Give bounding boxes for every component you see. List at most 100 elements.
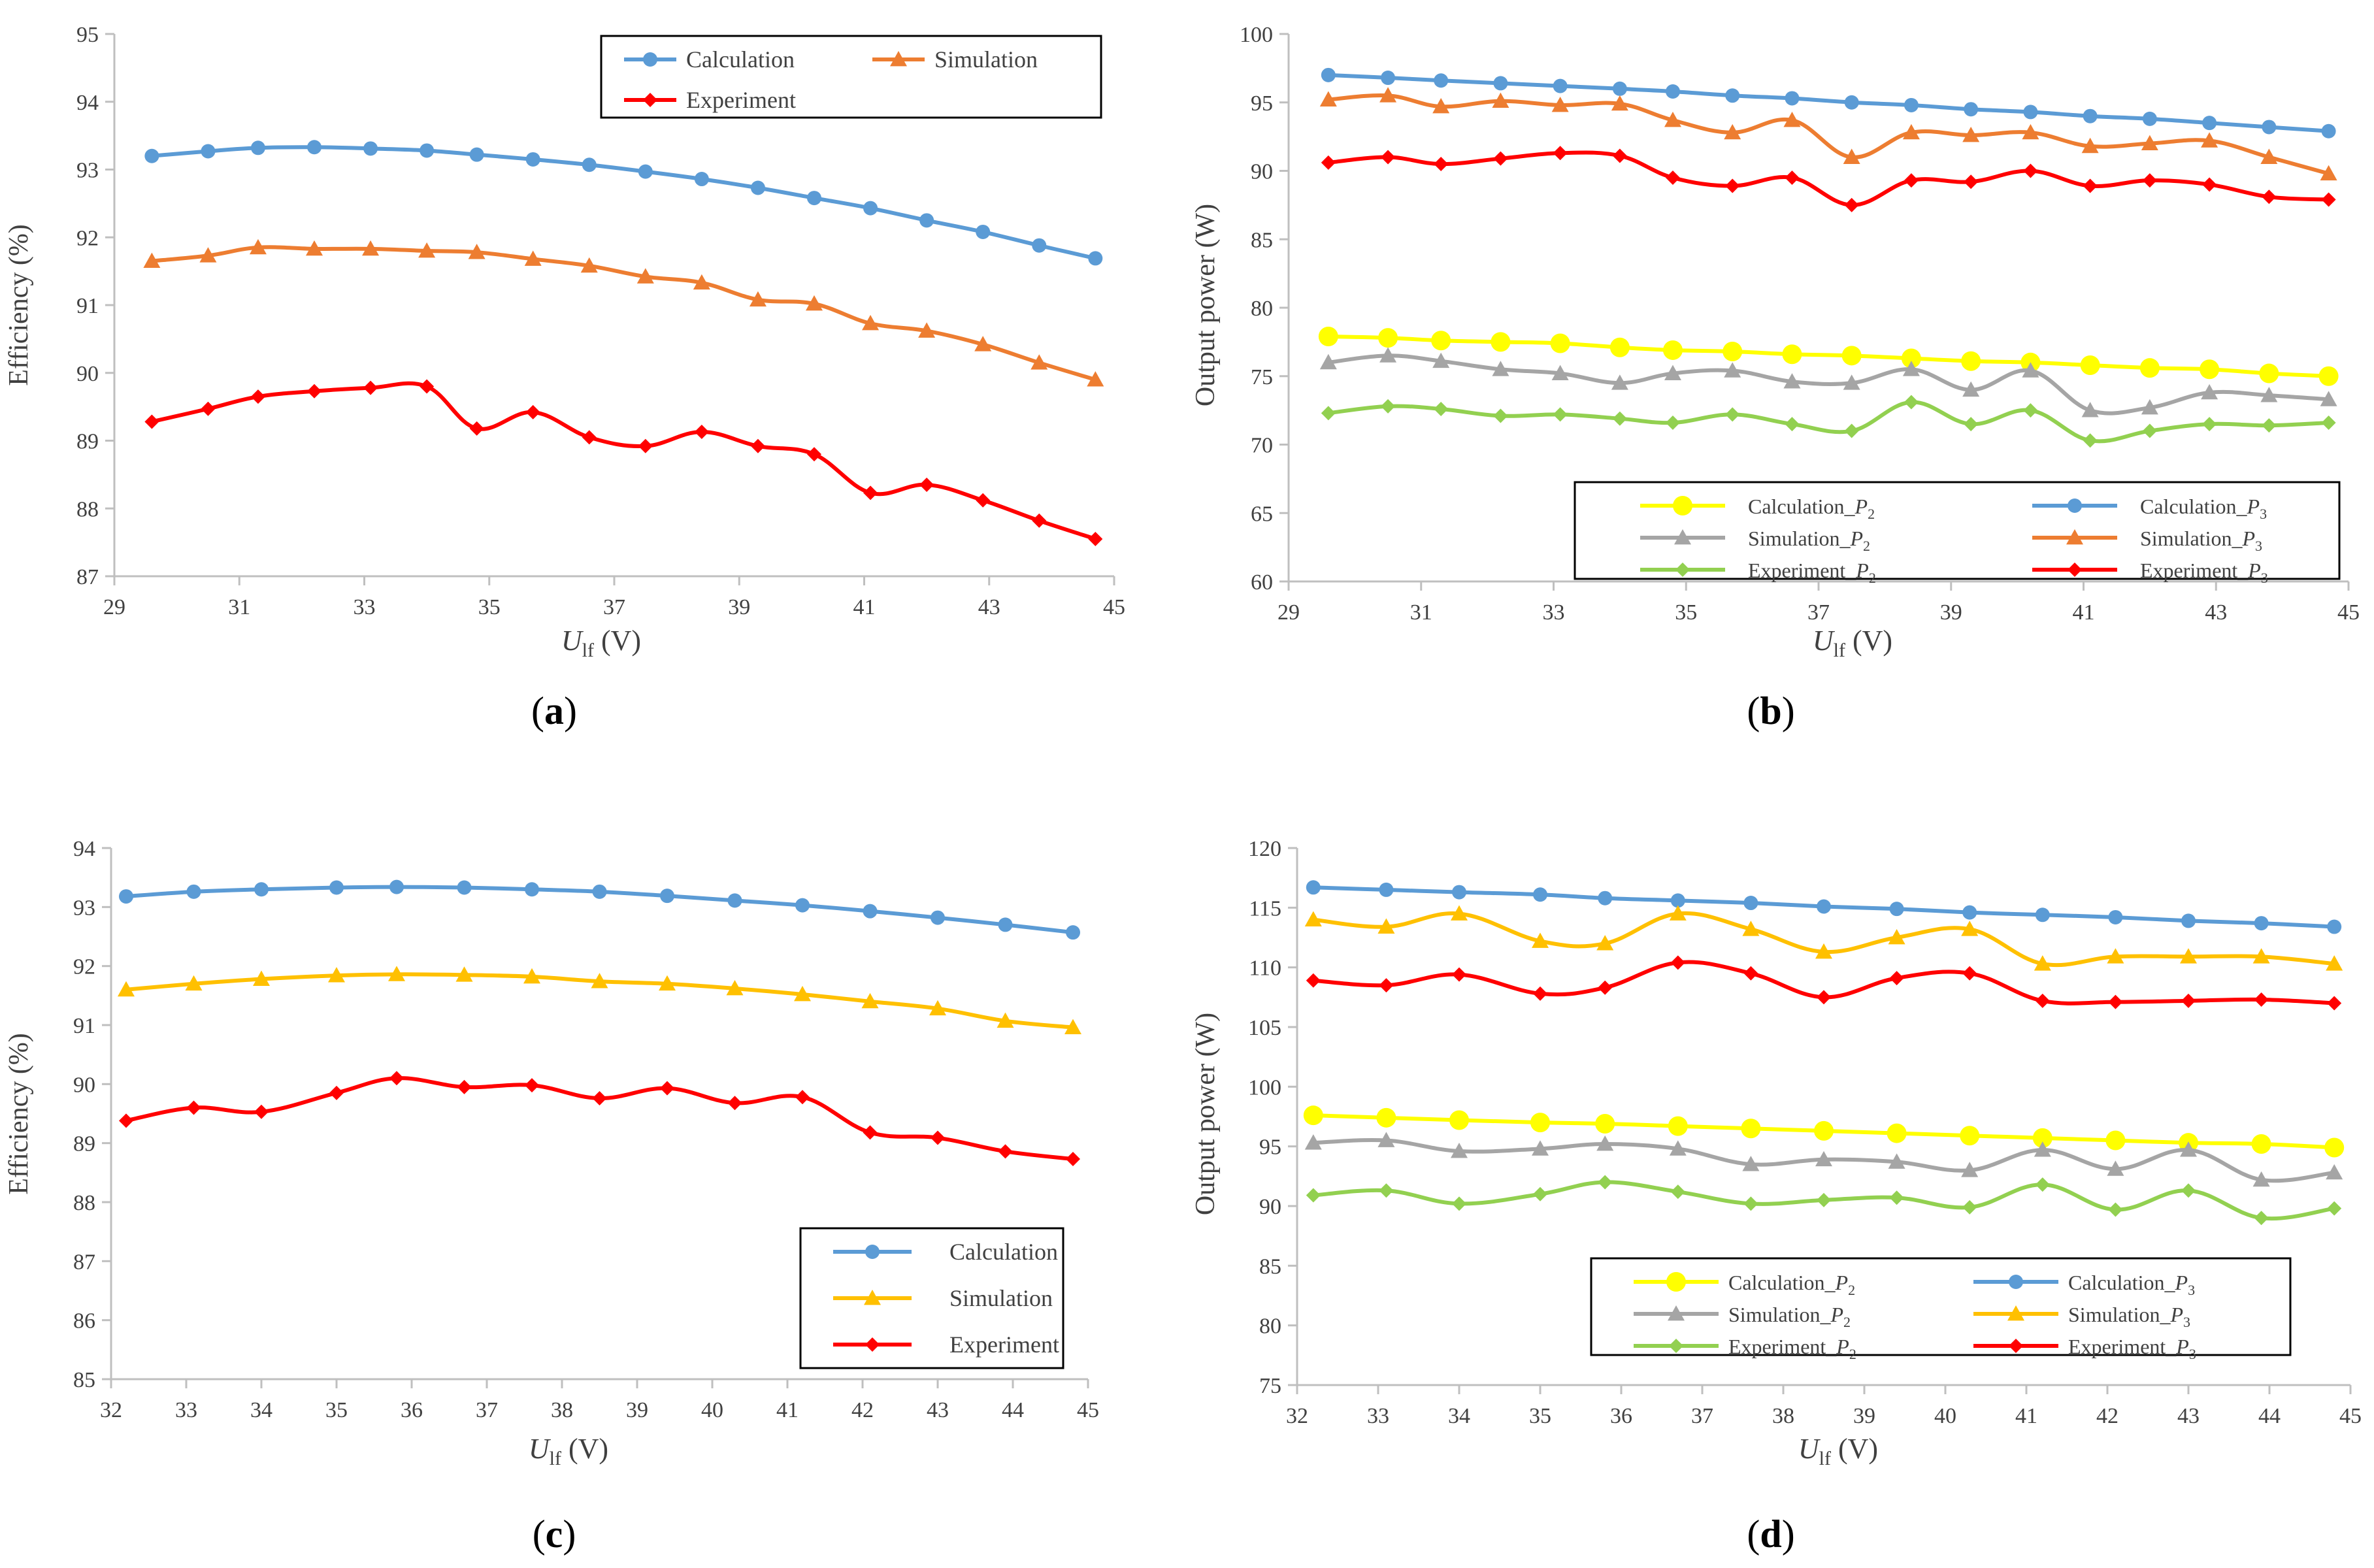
caption-close-paren: ) <box>564 689 577 732</box>
data-point <box>1596 935 1614 951</box>
legend: Calculation Simulation Experiment <box>600 35 1102 119</box>
y-tick-label: 80 <box>1259 1315 1281 1339</box>
series-simulation <box>143 238 1104 387</box>
data-point <box>1598 980 1613 995</box>
data-point <box>525 152 540 167</box>
data-point <box>420 379 435 394</box>
data-point <box>693 274 710 290</box>
data-point <box>794 986 811 1002</box>
y-tick-label: 90 <box>1259 1195 1281 1219</box>
series-calculation-p2 <box>1303 1105 2345 1158</box>
data-point <box>2080 355 2100 375</box>
data-point <box>1817 990 1831 1005</box>
data-point <box>591 973 608 988</box>
data-point <box>2327 1201 2342 1216</box>
legend: Calculation_P2 Calculation_P3Simulation_P… <box>1574 481 2341 586</box>
caption-close-paren: ) <box>1782 689 1795 732</box>
data-point <box>1064 1019 1081 1035</box>
data-point <box>2318 366 2339 386</box>
x-tick-label: 34 <box>1448 1404 1470 1428</box>
data-point <box>1743 966 1758 981</box>
legend-label-symbol: P <box>2175 1271 2188 1294</box>
data-point <box>1318 326 1338 346</box>
data-point <box>2254 992 2269 1007</box>
data-point <box>254 882 269 897</box>
legend-label-subscript: 2 <box>1848 1282 1855 1298</box>
data-point <box>1319 353 1337 370</box>
x-axis-label-symbol: U <box>1813 625 1836 657</box>
data-point <box>2105 1130 2126 1151</box>
data-point <box>2034 1141 2051 1157</box>
data-point <box>1533 986 1547 1001</box>
data-point <box>469 421 484 436</box>
legend-label: Experiment <box>949 1331 1059 1358</box>
caption-open-paren: ( <box>1747 1512 1760 1556</box>
data-point <box>1743 896 1758 911</box>
y-axis-label: Output power (W) <box>1191 1013 1221 1215</box>
data-point <box>1066 925 1080 940</box>
data-point <box>201 401 216 416</box>
data-point <box>1670 893 1685 908</box>
data-point <box>185 975 203 991</box>
x-tick-label: 34 <box>250 1398 272 1422</box>
data-point <box>1434 73 1449 88</box>
data-point <box>1553 146 1568 161</box>
y-tick-label: 65 <box>1251 502 1273 526</box>
x-tick-label: 29 <box>103 595 125 619</box>
data-point <box>750 180 765 195</box>
data-point <box>1379 347 1397 363</box>
data-point <box>1304 911 1322 926</box>
data-point <box>1962 381 1980 397</box>
data-point <box>918 322 936 338</box>
y-tick-label: 110 <box>1249 956 1281 981</box>
series-line <box>1328 334 2329 378</box>
data-point <box>807 447 821 462</box>
y-tick-label: 115 <box>1249 896 1281 921</box>
data-point <box>2321 192 2336 207</box>
legend-label-text: Experiment_ <box>2140 559 2249 582</box>
x-tick-label: 37 <box>603 595 625 619</box>
data-point <box>2035 1177 2050 1192</box>
x-tick-label: 40 <box>701 1398 723 1422</box>
data-point <box>1783 111 1801 127</box>
legend-label: Simulation_P3 <box>2068 1303 2190 1330</box>
data-point <box>2181 993 2196 1008</box>
legend-label-symbol: P <box>2247 495 2260 518</box>
data-point <box>2262 189 2277 204</box>
data-point <box>1493 151 1508 166</box>
legend-label-subscript: 2 <box>1863 538 1870 554</box>
data-point <box>1901 348 1921 368</box>
data-point <box>998 1144 1013 1159</box>
data-point <box>1783 373 1801 389</box>
data-point <box>2141 135 2158 150</box>
data-point <box>1841 346 1862 366</box>
data-point <box>1379 882 1394 897</box>
panel-c: 85 86 87 88 89 90 91 92 93 94 32 33 34 35 36 37 38 39 40 41… <box>4 837 1099 1556</box>
x-axis-label-unit: (V) <box>1831 1433 1878 1465</box>
data-point <box>1844 197 1859 212</box>
y-axis-label: Output power (W) <box>1191 204 1221 406</box>
data-point <box>919 213 934 228</box>
legend-label-text: Simulation_ <box>2068 1303 2171 1326</box>
y-tick-label: 93 <box>76 159 99 183</box>
legend-swatch-marker <box>1673 496 1692 515</box>
series-experiment-p3 <box>1306 955 2342 1011</box>
data-point <box>2023 163 2038 178</box>
legend-label-subscript: 3 <box>2260 506 2267 522</box>
legend-entry: Simulation_P2 <box>1634 1303 1851 1330</box>
data-point <box>1553 407 1568 422</box>
series-line <box>152 145 1096 261</box>
legend-label-subscript: 2 <box>1849 1346 1856 1362</box>
x-tick-label: 45 <box>2339 1404 2362 1428</box>
series-calculation <box>144 140 1103 266</box>
data-point <box>1532 1140 1549 1156</box>
data-point <box>694 172 709 187</box>
data-point <box>1381 71 1396 86</box>
legend-label-symbol: P <box>1855 495 1868 518</box>
data-point <box>1530 1113 1550 1133</box>
legend-swatch-marker <box>2009 1275 2023 1289</box>
data-point <box>2262 418 2277 433</box>
data-point <box>523 968 540 984</box>
data-point <box>1449 1110 1469 1130</box>
